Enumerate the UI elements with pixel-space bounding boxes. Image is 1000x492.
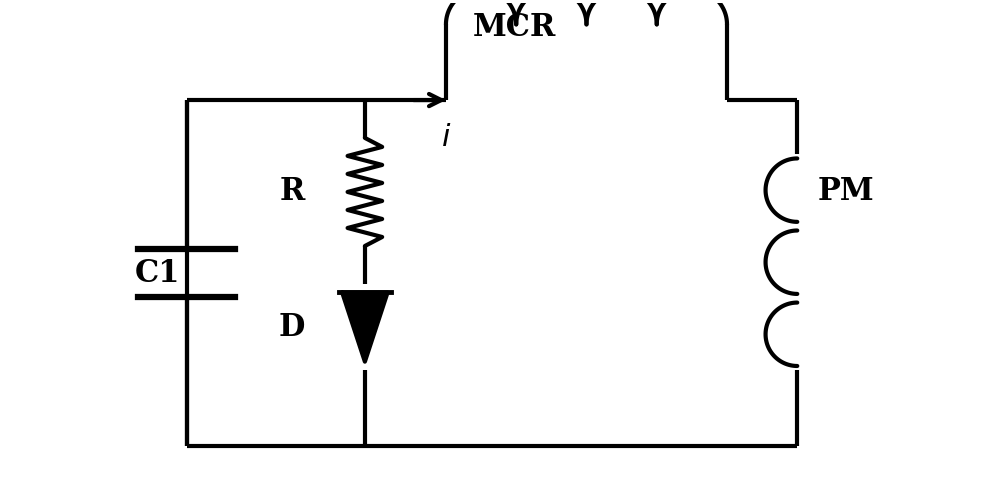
Text: PM: PM xyxy=(818,177,874,208)
Text: R: R xyxy=(280,177,305,208)
Polygon shape xyxy=(342,292,388,362)
Text: C1: C1 xyxy=(135,257,181,288)
Text: D: D xyxy=(279,311,305,342)
Text: MCR: MCR xyxy=(473,12,556,43)
Text: $i$: $i$ xyxy=(441,123,451,154)
